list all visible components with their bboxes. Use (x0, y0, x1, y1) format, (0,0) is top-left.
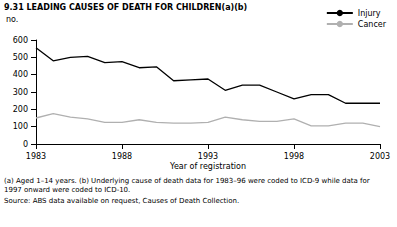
svg-text:Cancer: Cancer (358, 20, 387, 29)
svg-text:600: 600 (13, 36, 28, 45)
svg-text:1988: 1988 (112, 152, 132, 161)
svg-text:200: 200 (13, 105, 28, 114)
svg-text:(a) Aged 1–14 years. (b) Under: (a) Aged 1–14 years. (b) Underlying caus… (4, 177, 372, 185)
svg-text:400: 400 (13, 70, 28, 79)
svg-text:1993: 1993 (198, 152, 218, 161)
svg-text:1983: 1983 (26, 152, 46, 161)
svg-text:Injury: Injury (358, 9, 381, 18)
svg-text:no.: no. (6, 15, 18, 24)
svg-text:Source: ABS data available on: Source: ABS data available on request, C… (4, 197, 239, 205)
svg-text:1997 onward were coded to ICD-: 1997 onward were coded to ICD-10. (4, 186, 130, 194)
svg-text:300: 300 (13, 88, 28, 97)
svg-text:2003: 2003 (370, 152, 390, 161)
svg-text:100: 100 (13, 122, 28, 131)
svg-text:500: 500 (13, 53, 28, 62)
svg-text:0: 0 (23, 140, 28, 149)
svg-text:Year of registration: Year of registration (169, 162, 246, 171)
svg-text:1998: 1998 (284, 152, 304, 161)
svg-text:9.31 LEADING CAUSES OF DEATH F: 9.31 LEADING CAUSES OF DEATH FOR CHILDRE… (4, 3, 247, 12)
